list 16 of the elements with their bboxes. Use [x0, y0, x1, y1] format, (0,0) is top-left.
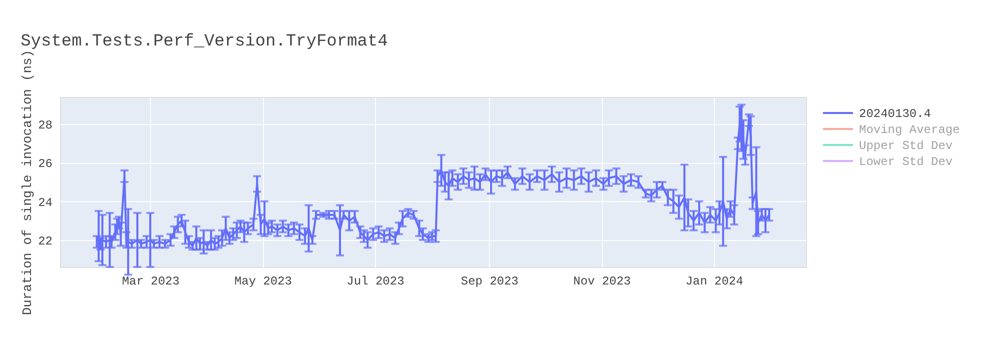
x-tick-label: Sep 2023 [460, 274, 518, 288]
legend-label: Lower Std Dev [859, 155, 953, 169]
y-tick-label: 24 [38, 196, 52, 210]
y-tick-label: 28 [38, 118, 52, 133]
x-tick-label: May 2023 [234, 274, 292, 288]
y-tick-label: 26 [38, 157, 52, 172]
legend-label: 20240130.4 [859, 107, 932, 121]
x-tick-label: Jan 2024 [686, 274, 744, 288]
chart-title: System.Tests.Perf_Version.TryFormat4 [20, 32, 388, 52]
x-tick-label: Mar 2023 [122, 274, 180, 288]
x-tick-label: Jul 2023 [346, 274, 404, 288]
legend-label: Upper Std Dev [859, 139, 953, 153]
legend-label: Moving Average [859, 123, 960, 137]
x-tick-label: Nov 2023 [573, 274, 631, 288]
y-axis-title: Duration of single invocation (ns) [20, 50, 36, 316]
y-tick-label: 22 [38, 234, 52, 248]
